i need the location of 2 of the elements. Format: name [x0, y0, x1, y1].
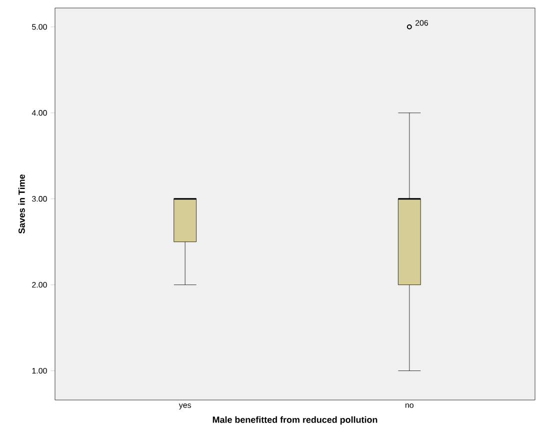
x-axis-title: Male benefitted from reduced pollution [212, 416, 378, 425]
y-axis-title: Saves in Time [18, 174, 25, 234]
